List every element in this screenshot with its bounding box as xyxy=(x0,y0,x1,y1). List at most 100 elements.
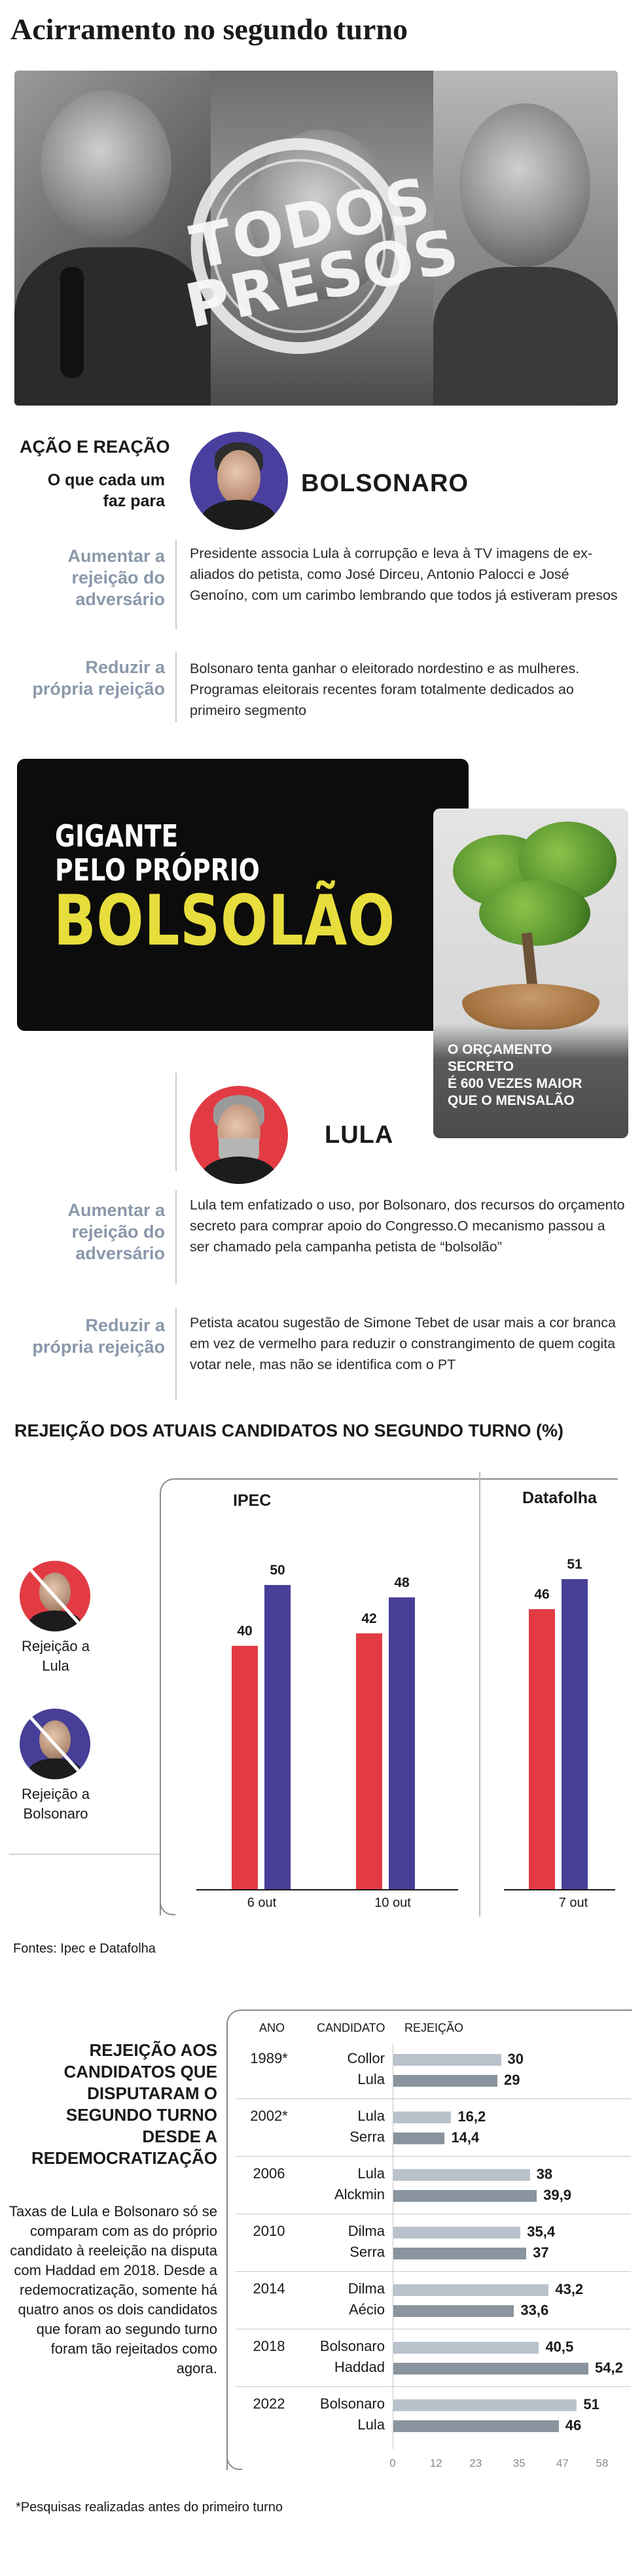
legend-shoulders xyxy=(29,1758,81,1779)
year-label: 2022 xyxy=(253,2395,285,2412)
bar-bolsonaro-0 xyxy=(264,1585,291,1889)
legend-face xyxy=(39,1720,71,1760)
candidate-name: Lula xyxy=(357,2416,385,2433)
chart-title: REJEIÇÃO DOS ATUAIS CANDIDATOS NO SEGUND… xyxy=(14,1421,564,1440)
chart-frame xyxy=(160,1478,618,1915)
bar-bolsonaro-1 xyxy=(389,1597,415,1889)
bar-value-label: 50 xyxy=(270,1563,285,1578)
col-rejection-header: REJEIÇÃO xyxy=(404,2021,464,2034)
rejection-bar xyxy=(393,2054,501,2066)
bonsai-tree-photo: O ORÇAMENTO SECRETO É 600 VEZES MAIOR QU… xyxy=(433,809,628,1138)
baseline-ipec xyxy=(196,1889,458,1890)
lula-name: LULA xyxy=(325,1121,394,1149)
rejection-value: 51 xyxy=(583,2396,599,2412)
tree-caption-3: QUE O MENSALÃO xyxy=(448,1093,575,1108)
year-label: 2018 xyxy=(253,2338,285,2354)
bar-bolsonaro-2 xyxy=(562,1578,588,1889)
avatar-shoulders xyxy=(202,500,276,530)
rejection-bar xyxy=(393,2132,445,2144)
tree-pot xyxy=(462,984,599,1030)
row-separator xyxy=(236,2271,631,2272)
history-frame-corner xyxy=(226,2456,242,2470)
chart-source: Fontes: Ipec e Datafolha xyxy=(13,1941,156,1956)
section-heading: AÇÃO E REAÇÃO xyxy=(20,437,170,457)
hero-right-suit xyxy=(433,267,618,406)
rejection-value: 14,4 xyxy=(451,2129,480,2146)
bar-lula-1 xyxy=(356,1633,382,1889)
section-subheading: O que cada um faz para xyxy=(47,471,165,510)
bar-value-label: 51 xyxy=(567,1556,582,1572)
poster-line-1: GIGANTE PELO PRÓPRIO xyxy=(55,819,260,887)
col-candidate-header: CANDIDATO xyxy=(317,2021,385,2034)
bolsolao-poster: GIGANTE PELO PRÓPRIO BOLSOLÃO xyxy=(17,759,469,1031)
lula-row-1-text: Lula tem enfatizado o uso, por Bolsonaro… xyxy=(190,1197,625,1255)
rejection-value: 33,6 xyxy=(520,2302,549,2318)
hero-right-face xyxy=(459,103,590,267)
tree-caption-1: O ORÇAMENTO SECRETO xyxy=(448,1042,552,1074)
poster-line-1-a: GIGANTE xyxy=(55,818,179,854)
rejection-value: 30 xyxy=(507,2051,524,2067)
caption-shade xyxy=(433,1024,628,1138)
divider xyxy=(175,1191,177,1283)
rejection-value: 37 xyxy=(533,2244,549,2261)
bar-lula-2 xyxy=(529,1609,555,1889)
legend-shoulders xyxy=(29,1610,81,1631)
tree-caption: O ORÇAMENTO SECRETO É 600 VEZES MAIOR QU… xyxy=(448,1041,618,1109)
bolsonaro-rejection-icon xyxy=(20,1709,90,1779)
candidate-name: Alckmin xyxy=(334,2186,385,2202)
lula-rejection-icon xyxy=(20,1561,90,1631)
rejection-bar xyxy=(393,2342,539,2354)
divider xyxy=(175,1073,177,1171)
rejection-value: 29 xyxy=(504,2072,520,2088)
rejection-value: 40,5 xyxy=(545,2339,574,2355)
panel-title-datafolha: Datafolha xyxy=(522,1489,597,1507)
candidate-name: Serra xyxy=(349,2129,385,2145)
bolsonaro-row-1-text: Presidente associa Lula à corrupção e le… xyxy=(190,546,618,603)
year-label: 2002* xyxy=(250,2108,288,2124)
panel-divider xyxy=(479,1472,480,1917)
year-label: 1989* xyxy=(250,2050,288,2066)
legend-face xyxy=(39,1573,71,1612)
candidate-name: Dilma xyxy=(348,2223,385,2239)
divider xyxy=(175,540,177,629)
x-tick-label: 0 xyxy=(389,2457,396,2469)
footnote: *Pesquisas realizadas antes do primeiro … xyxy=(16,2500,283,2515)
row-separator xyxy=(236,2098,631,2099)
hero-left-face xyxy=(41,90,171,241)
lula-avatar xyxy=(190,1086,288,1184)
rejection-bar xyxy=(393,2248,527,2259)
candidate-name: Lula xyxy=(357,2108,385,2124)
foliage-shape xyxy=(479,880,590,946)
page-title: Acirramento no segundo turno xyxy=(10,12,408,46)
rejection-value: 16,2 xyxy=(457,2108,486,2125)
candidate-name: Aécio xyxy=(348,2301,385,2318)
divider xyxy=(175,1308,177,1400)
row-separator xyxy=(236,2156,631,2157)
candidate-name: Collor xyxy=(347,2050,385,2066)
lula-row-2-text: Petista acatou sugestão de Simone Tebet … xyxy=(190,1315,616,1372)
interpreter-head xyxy=(575,404,594,406)
x-tick-label: 7 out xyxy=(558,1896,588,1910)
baseline-datafolha xyxy=(504,1889,615,1890)
panel-title-ipec: IPEC xyxy=(233,1491,272,1510)
candidate-name: Serra xyxy=(349,2244,385,2260)
bar-lula-0 xyxy=(232,1646,258,1889)
candidate-name: Dilma xyxy=(348,2280,385,2297)
rejection-bar xyxy=(393,2420,559,2432)
divider xyxy=(175,652,177,722)
x-tick-label: 23 xyxy=(469,2457,482,2469)
x-tick-label: 6 out xyxy=(247,1896,277,1910)
tree-caption-2: É 600 VEZES MAIOR xyxy=(448,1076,582,1091)
candidate-name: Haddad xyxy=(334,2359,385,2375)
x-tick-label: 47 xyxy=(556,2457,569,2469)
candidate-name: Bolsonaro xyxy=(319,2338,385,2354)
bolsonaro-row-2-text: Bolsonaro tenta ganhar o eleitorado nord… xyxy=(190,661,580,718)
year-label: 2006 xyxy=(253,2165,285,2182)
sign-language-interpreter xyxy=(563,404,605,406)
rejection-value: 38 xyxy=(536,2166,553,2182)
hero-photo: TODOS PRESOS xyxy=(14,71,618,406)
candidate-name: Lula xyxy=(357,2071,385,2087)
lula-row-1-label: Aumentar a rejeição do adversário xyxy=(67,1200,165,1263)
bolsonaro-avatar xyxy=(190,432,288,530)
history-frame xyxy=(226,2010,632,2470)
